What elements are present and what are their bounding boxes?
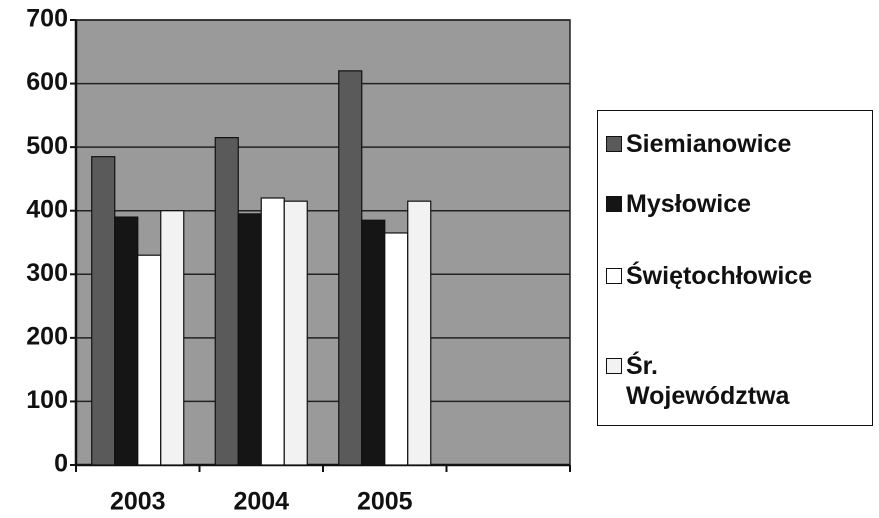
y-tick-label: 600 [26, 68, 68, 96]
y-tick-label: 400 [26, 195, 68, 223]
legend-swatch [606, 136, 622, 152]
legend-swatch [606, 358, 622, 374]
legend-label: Mysłowice [626, 190, 752, 218]
bar [338, 70, 363, 466]
x-tick-label: 2005 [357, 488, 413, 516]
bar [384, 232, 409, 466]
bar [214, 137, 239, 466]
bar [237, 213, 262, 466]
legend: Siemianowice Mysłowice Świętochłowice Śr. W… [597, 110, 873, 426]
y-tick-label: 100 [26, 386, 68, 414]
bar [91, 156, 116, 466]
legend-entry: Śr. Województwa [606, 351, 872, 411]
bar [160, 210, 185, 466]
legend-label: Siemianowice [626, 130, 792, 158]
bar [283, 200, 308, 466]
legend-swatch [606, 268, 622, 284]
y-tick-label: 200 [26, 322, 68, 350]
y-tick-label: 500 [26, 132, 68, 160]
legend-swatch [606, 196, 622, 212]
bar [114, 216, 139, 466]
legend-entry: Mysłowice [606, 189, 872, 219]
bar [361, 219, 386, 466]
bar [407, 200, 432, 466]
legend-entry: Świętochłowice [606, 261, 872, 291]
legend-label: Śr. Województwa [626, 352, 790, 410]
y-tick-label: 0 [54, 450, 68, 478]
bar [260, 197, 285, 466]
bar [137, 254, 162, 466]
y-tick-label: 700 [26, 5, 68, 33]
y-tick-label: 300 [26, 259, 68, 287]
legend-entry: Siemianowice [606, 129, 872, 159]
x-tick-label: 2003 [110, 488, 166, 516]
legend-label: Świętochłowice [626, 262, 813, 290]
x-tick-label: 2004 [233, 488, 289, 516]
